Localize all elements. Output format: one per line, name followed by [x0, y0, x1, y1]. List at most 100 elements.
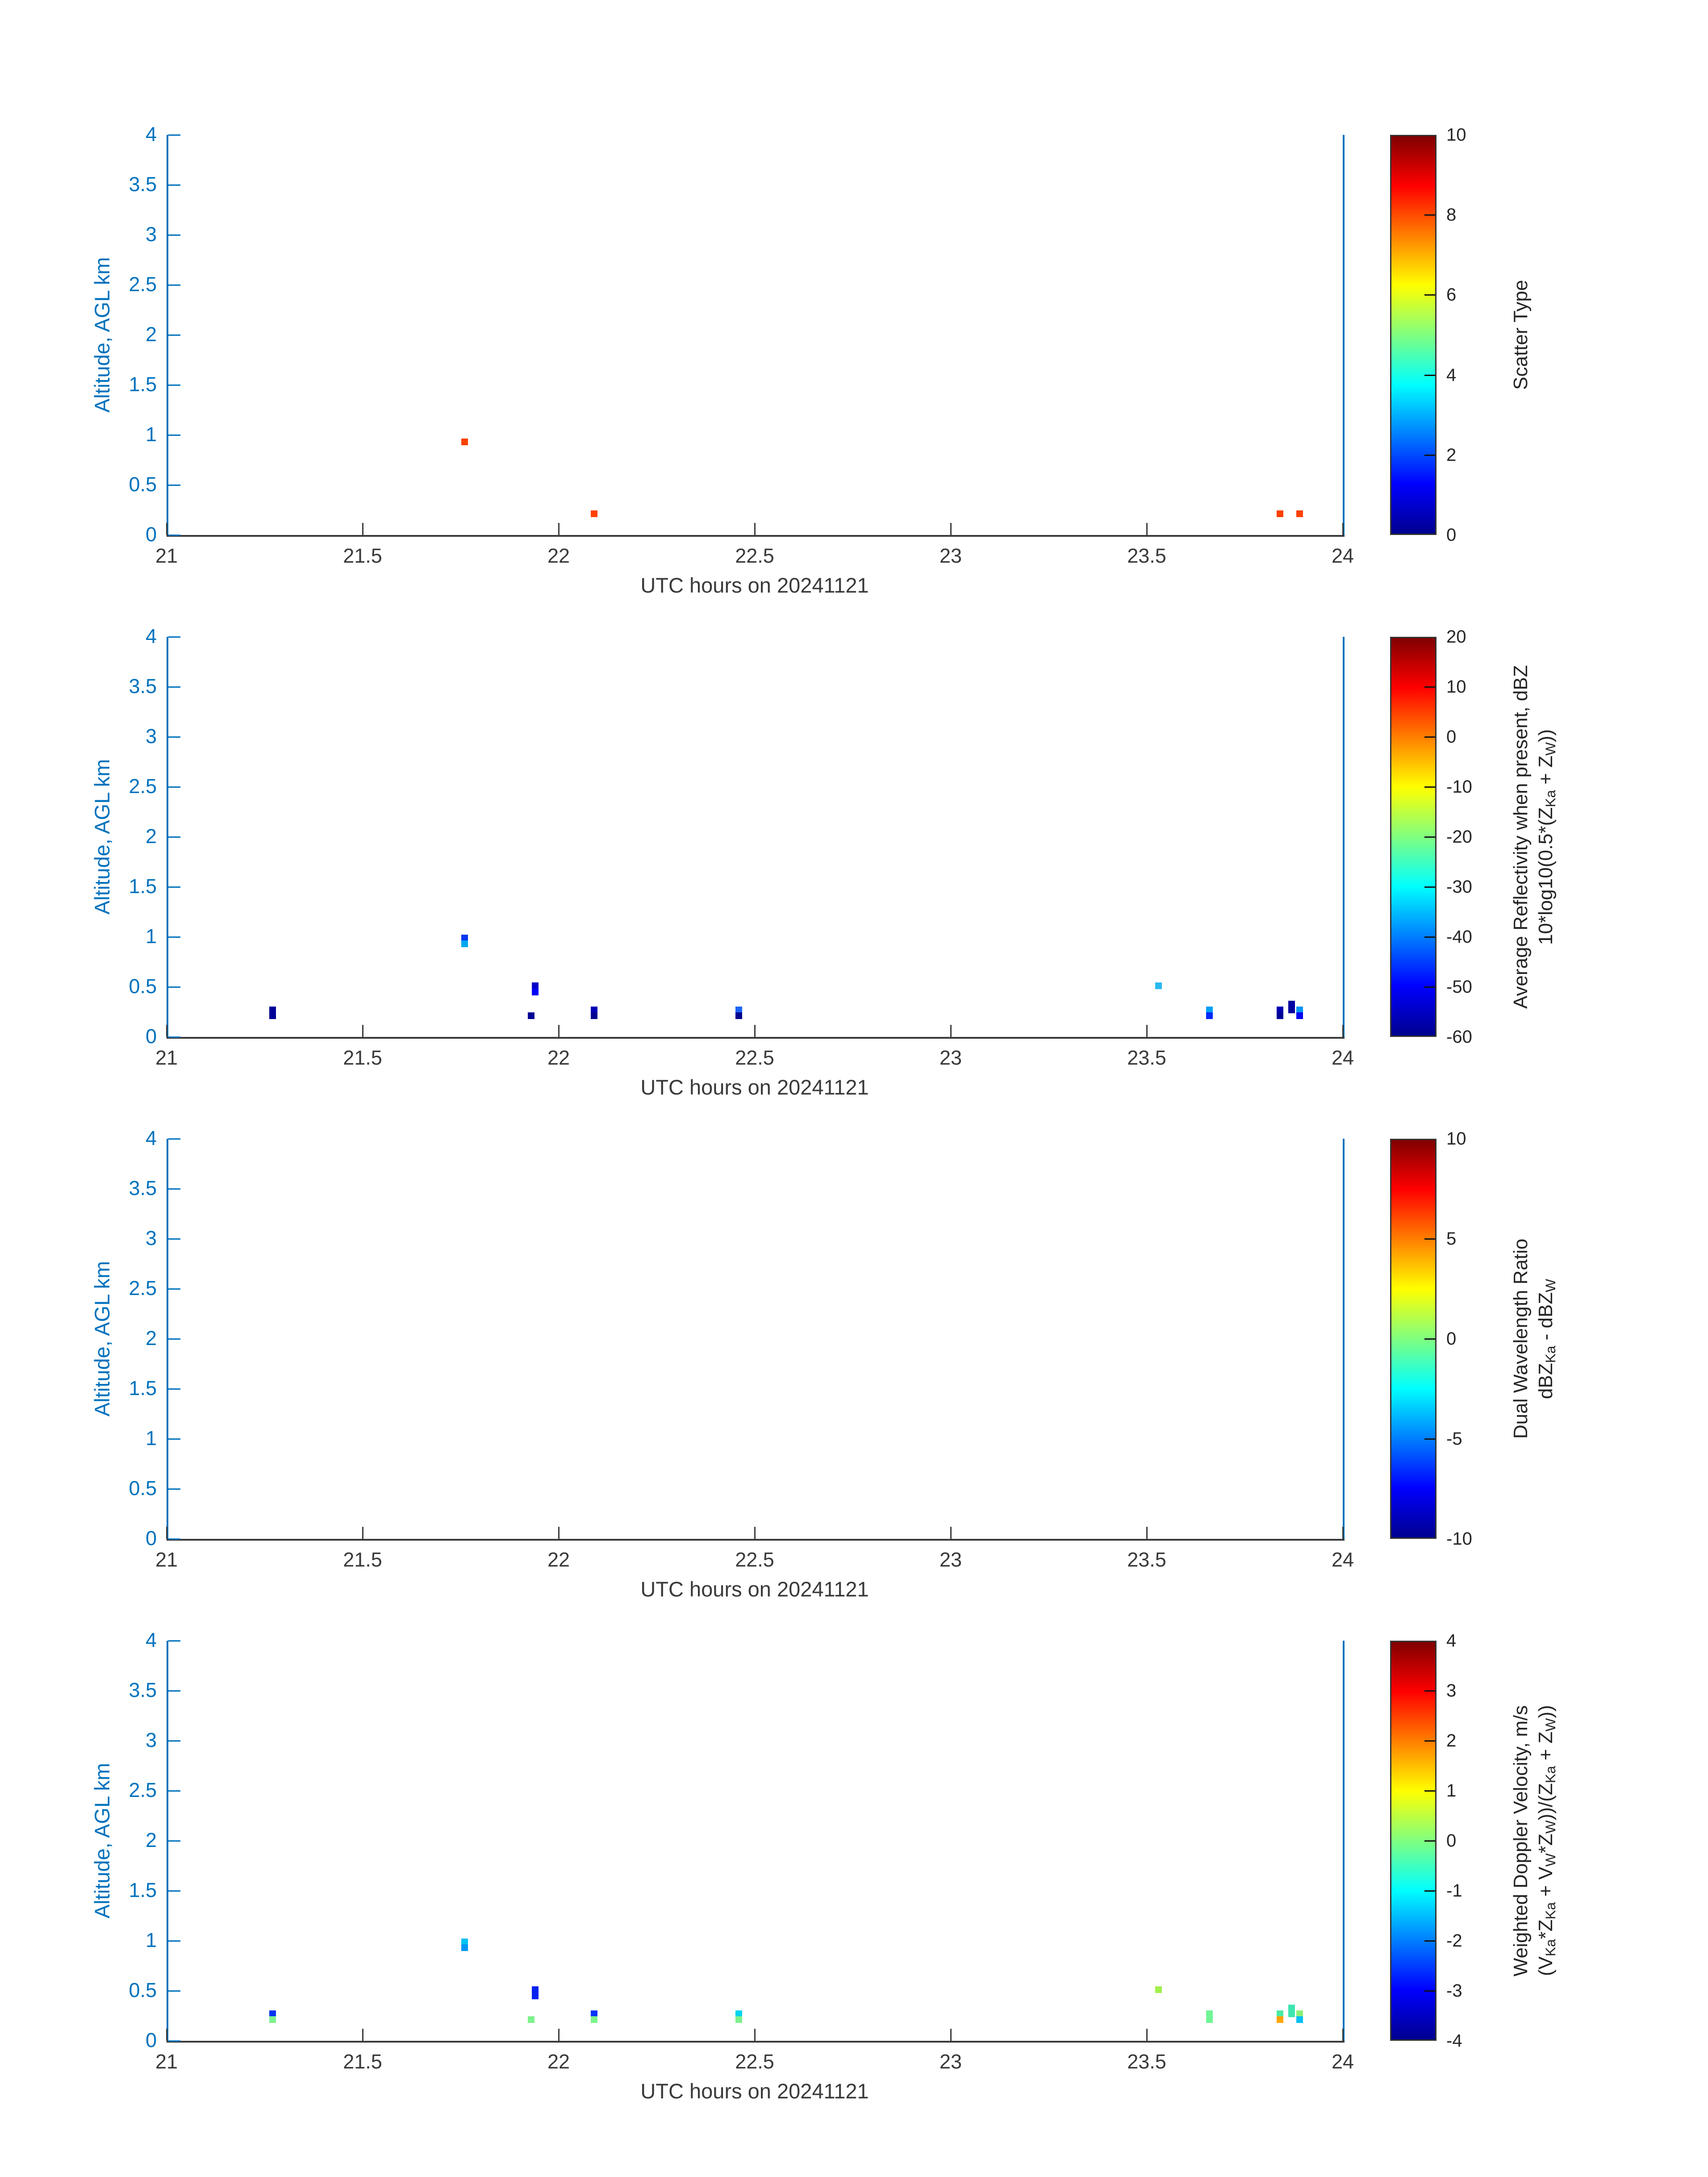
data-point: [1296, 1007, 1303, 1014]
colorbar-tick-label: -5: [1446, 1429, 1462, 1449]
data-point: [531, 1992, 539, 1999]
data-point: [1277, 2010, 1284, 2018]
x-tick-label: 22: [547, 2050, 570, 2073]
x-tick-label: 23.5: [1127, 1046, 1166, 1069]
y-tick: [168, 485, 180, 486]
colorbar-gradient: [1390, 135, 1437, 535]
colorbar-tick-label: 4: [1446, 1631, 1457, 1651]
x-axis-spine: [167, 535, 1345, 537]
data-point: [1206, 1007, 1213, 1014]
data-point: [269, 1012, 276, 1020]
data-point: [1288, 2010, 1295, 2018]
colorbar-tick-label: -40: [1446, 927, 1472, 947]
x-tick: [1342, 1025, 1344, 1037]
y-tick: [168, 1740, 180, 1742]
x-tick-label: 21.5: [343, 544, 382, 567]
y-tick-label: 2.5: [129, 1779, 157, 1801]
data-point: [1277, 1012, 1284, 1020]
colorbar-tick-label: -3: [1446, 1981, 1462, 2001]
colorbar-label: Scatter Type: [1508, 135, 1533, 535]
y-tick: [168, 1138, 180, 1140]
plot-area: [167, 1641, 1343, 2041]
right-spine: [1343, 135, 1345, 535]
data-point: [1288, 1007, 1295, 1014]
x-tick: [950, 1527, 952, 1539]
y-tick-label: 0: [145, 1025, 157, 1048]
colorbar-tick: [1424, 1238, 1435, 1240]
y-tick-label: 1.5: [129, 373, 157, 396]
y-tick-label: 0: [145, 523, 157, 546]
data-point: [461, 934, 468, 941]
colorbar-tick: [1424, 294, 1435, 296]
x-tick: [950, 523, 952, 535]
colorbar-tick-label: 3: [1446, 1681, 1457, 1701]
x-tick: [362, 2029, 363, 2041]
x-tick-label: 22.5: [735, 1548, 774, 1571]
x-tick-label: 24: [1331, 1046, 1354, 1069]
data-point: [1296, 1012, 1303, 1020]
y-tick-label: 2: [145, 825, 157, 848]
data-point: [1277, 2016, 1284, 2023]
data-point: [528, 2016, 535, 2023]
data-point: [590, 1007, 597, 1014]
data-point: [269, 2016, 276, 2023]
y-tick: [168, 786, 180, 788]
data-point: [590, 2016, 597, 2023]
colorbar-tick-label: 2: [1446, 1731, 1457, 1751]
x-tick: [1342, 1527, 1344, 1539]
colorbar-tick: [1424, 454, 1435, 456]
data-point: [269, 1007, 276, 1014]
colorbar-tick: [1424, 936, 1435, 938]
colorbar-tick-label: -1: [1446, 1881, 1462, 1901]
y-tick-label: 1.5: [129, 875, 157, 898]
y-tick: [168, 1940, 180, 1942]
x-tick: [166, 523, 167, 535]
y-tick-label: 0.5: [129, 1477, 157, 1500]
right-spine: [1343, 637, 1345, 1037]
x-axis-label: UTC hours on 20241121: [640, 1577, 869, 1601]
data-point: [590, 510, 597, 518]
y-tick-label: 1.5: [129, 1377, 157, 1400]
colorbar-tick: [1424, 836, 1435, 838]
colorbar-tick-label: 4: [1446, 365, 1457, 385]
y-axis-label: Altitude, AGL km: [90, 257, 114, 413]
x-tick: [558, 1025, 560, 1037]
y-tick-label: 2.5: [129, 1277, 157, 1300]
y-tick: [168, 836, 180, 838]
y-tick-label: 1: [145, 1427, 157, 1450]
colorbar-label-line: (VKa*ZKa + VW*ZW))/(ZKa + ZW)): [1535, 1705, 1558, 1976]
colorbar-tick-label: 2: [1446, 445, 1457, 465]
colorbar-tick-label: 1: [1446, 1781, 1457, 1801]
x-tick: [1342, 523, 1344, 535]
colorbar-tick-label: 10: [1446, 1129, 1466, 1149]
colorbar-tick-label: 0: [1446, 1329, 1457, 1349]
y-tick-label: 2: [145, 1829, 157, 1851]
right-spine: [1343, 1641, 1345, 2041]
right-spine: [1343, 1139, 1345, 1539]
data-point: [735, 1012, 743, 1020]
data-point: [1206, 1012, 1213, 1020]
colorbar-label-line: 10*log10(0.5*(ZKa + ZW)): [1535, 729, 1558, 945]
colorbar-tick-label: -50: [1446, 977, 1472, 997]
y-tick-label: 1: [145, 925, 157, 948]
colorbar-tick: [1424, 1690, 1435, 1692]
y-tick-label: 1.5: [129, 1879, 157, 1901]
colorbar-label: Dual Wavelength Ratio dBZKa - dBZW: [1508, 1139, 1563, 1539]
data-point: [1206, 2010, 1213, 2018]
y-tick-label: 3: [145, 725, 157, 748]
x-axis-label: UTC hours on 20241121: [640, 1075, 869, 1099]
x-tick: [754, 1527, 756, 1539]
colorbar-tick-label: -10: [1446, 777, 1472, 797]
y-tick: [168, 435, 180, 436]
y-tick-label: 4: [145, 1127, 157, 1149]
colorbar-tick-label: 6: [1446, 285, 1457, 305]
x-tick-label: 23: [939, 544, 962, 567]
y-axis-label: Altitude, AGL km: [90, 1763, 114, 1919]
colorbar-tick-label: -30: [1446, 877, 1472, 897]
y-tick: [168, 886, 180, 888]
colorbar-tick: [1424, 214, 1435, 216]
data-point: [461, 940, 468, 948]
y-tick: [168, 1538, 180, 1540]
y-tick: [168, 986, 180, 988]
